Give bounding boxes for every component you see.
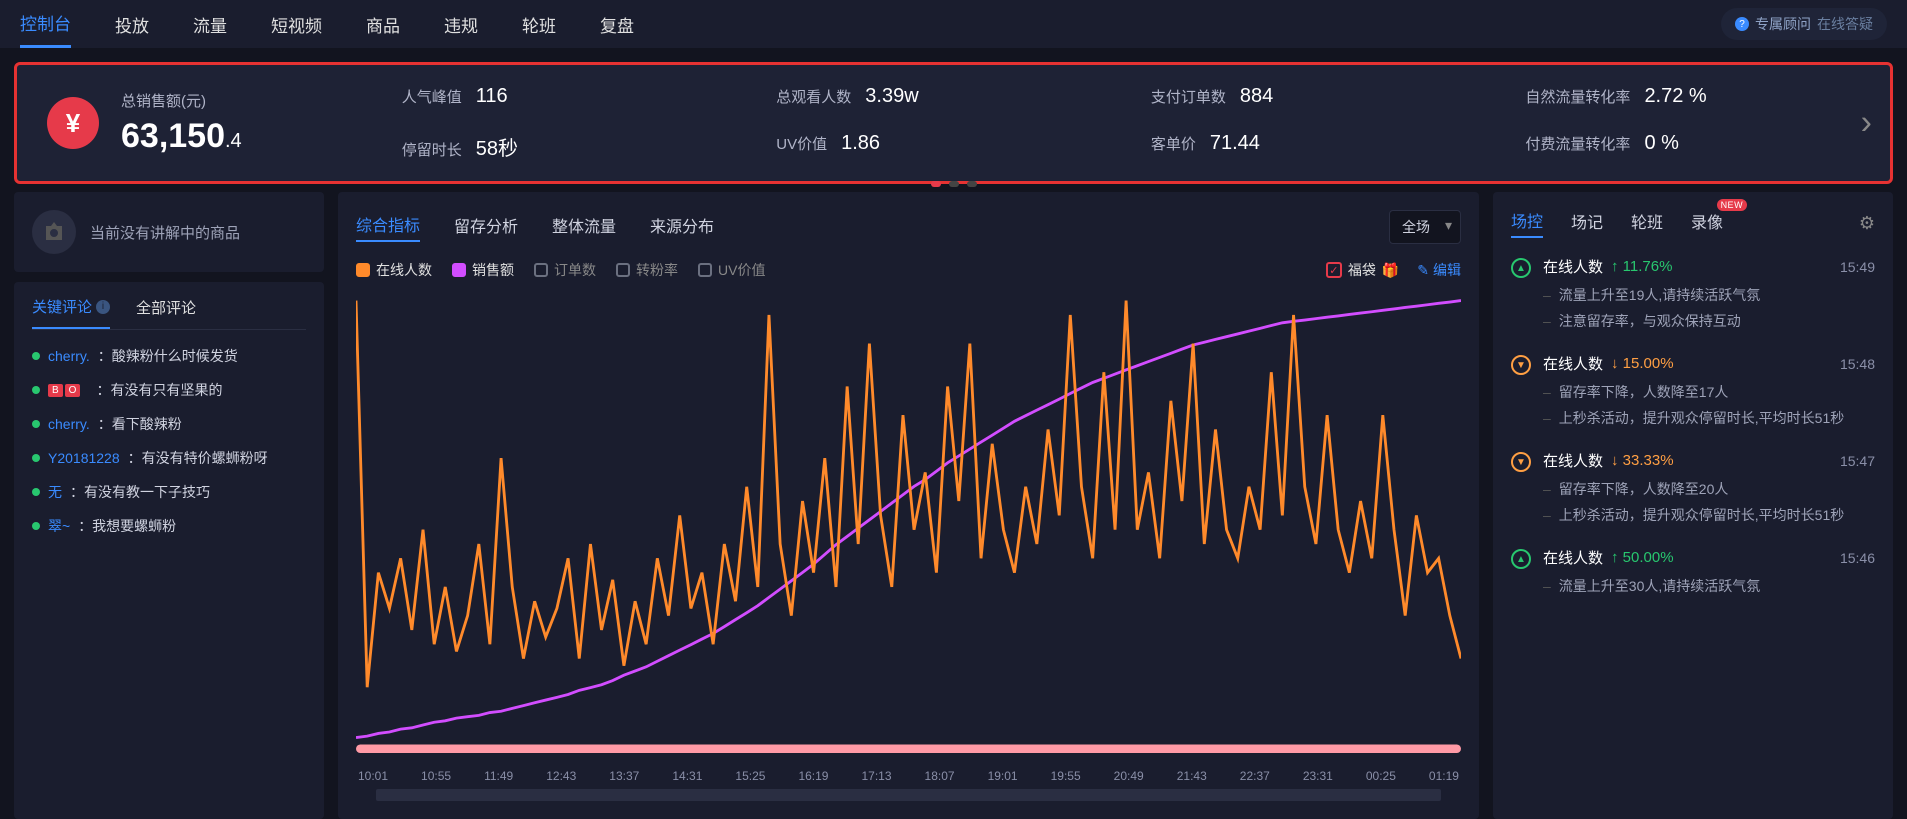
xtick: 20:49 bbox=[1114, 769, 1144, 783]
giftbag-icon: 🎁 bbox=[1382, 262, 1399, 279]
xtick: 21:43 bbox=[1177, 769, 1207, 783]
log-item: ▲在线人数↑ 50.00%15:46流量上升至30人,请持续活跃气氛 bbox=[1511, 547, 1875, 596]
comment-row: 翠~：我想要螺蛳粉 bbox=[32, 516, 306, 536]
log-tab-0[interactable]: 场控 bbox=[1511, 208, 1543, 238]
new-badge: NEW bbox=[1717, 199, 1748, 211]
nav-tab-7[interactable]: 复盘 bbox=[600, 2, 634, 47]
metric-2: 支付订单数884 bbox=[1151, 85, 1486, 114]
xtick: 01:19 bbox=[1429, 769, 1459, 783]
scope-select[interactable]: 全场 bbox=[1389, 210, 1461, 244]
legend-3[interactable]: 转粉率 bbox=[616, 260, 678, 280]
trend-up-icon: ▲ bbox=[1511, 549, 1531, 569]
advisor-sub: 在线答疑 bbox=[1817, 14, 1873, 34]
xtick: 16:19 bbox=[798, 769, 828, 783]
chart-tab-3[interactable]: 来源分布 bbox=[650, 213, 714, 241]
comment-row: 无：有没有教一下子技巧 bbox=[32, 482, 306, 502]
goods-placeholder-icon bbox=[32, 210, 76, 254]
nav-tab-0[interactable]: 控制台 bbox=[20, 0, 71, 48]
trend-down-icon: ▼ bbox=[1511, 452, 1531, 472]
log-tab-1[interactable]: 场记 bbox=[1571, 209, 1603, 237]
currency-icon: ¥ bbox=[47, 97, 99, 149]
chart-tab-1[interactable]: 留存分析 bbox=[454, 213, 518, 241]
xtick: 23:31 bbox=[1303, 769, 1333, 783]
chart-tab-0[interactable]: 综合指标 bbox=[356, 212, 420, 242]
gear-icon[interactable]: ⚙ bbox=[1859, 213, 1875, 234]
log-item: ▼在线人数↓ 33.33%15:47留存率下降，人数降至20人上秒杀活动，提升观… bbox=[1511, 450, 1875, 525]
comment-tab-0[interactable]: 关键评论i bbox=[32, 296, 110, 329]
xtick: 00:25 bbox=[1366, 769, 1396, 783]
pencil-icon: ✎ bbox=[1417, 262, 1429, 279]
xtick: 18:07 bbox=[925, 769, 955, 783]
xtick: 13:37 bbox=[609, 769, 639, 783]
info-icon: i bbox=[96, 300, 110, 314]
legend-4[interactable]: UV价值 bbox=[698, 260, 765, 280]
nav-tab-2[interactable]: 流量 bbox=[193, 2, 227, 47]
pager-dots bbox=[931, 181, 977, 187]
trend-down-icon: ▼ bbox=[1511, 355, 1531, 375]
legend-2[interactable]: 订单数 bbox=[534, 260, 596, 280]
metric-4: 停留时长58秒 bbox=[402, 132, 737, 161]
fudai-toggle[interactable]: ✓福袋🎁 bbox=[1326, 260, 1399, 280]
advisor-dot-icon: ? bbox=[1735, 17, 1749, 31]
edit-link[interactable]: ✎编辑 bbox=[1417, 260, 1461, 280]
nav-tab-6[interactable]: 轮班 bbox=[522, 2, 556, 47]
log-item: ▲在线人数↑ 11.76%15:49流量上升至19人,请持续活跃气氛注意留存率，… bbox=[1511, 256, 1875, 331]
xtick: 11:49 bbox=[484, 769, 513, 783]
chart-tab-2[interactable]: 整体流量 bbox=[552, 213, 616, 241]
xtick: 12:43 bbox=[546, 769, 576, 783]
xtick: 19:55 bbox=[1051, 769, 1081, 783]
log-item: ▼在线人数↓ 15.00%15:48留存率下降，人数降至17人上秒杀活动，提升观… bbox=[1511, 353, 1875, 428]
no-goods-text: 当前没有讲解中的商品 bbox=[90, 222, 240, 243]
chart-scrollbar[interactable] bbox=[376, 789, 1441, 801]
advisor-badge[interactable]: ? 专属顾问 在线答疑 bbox=[1721, 8, 1887, 40]
total-sales-label: 总销售额(元) bbox=[121, 90, 242, 111]
xtick: 22:37 bbox=[1240, 769, 1270, 783]
legend-0[interactable]: 在线人数 bbox=[356, 260, 432, 280]
trend-up-icon: ▲ bbox=[1511, 258, 1531, 278]
nav-tab-5[interactable]: 违规 bbox=[444, 2, 478, 47]
nav-tab-3[interactable]: 短视频 bbox=[271, 2, 322, 47]
xtick: 10:01 bbox=[358, 769, 388, 783]
comments-panel: 关键评论i 全部评论 cherry.：酸辣粉什么时候发货 BO ：有没有只有坚果的 c… bbox=[14, 282, 324, 819]
comment-row: Y20181228：有没有特价螺蛳粉呀 bbox=[32, 448, 306, 468]
legend-1[interactable]: 销售额 bbox=[452, 260, 514, 280]
metric-6: 客单价71.44 bbox=[1151, 132, 1486, 161]
current-goods-panel: 当前没有讲解中的商品 bbox=[14, 192, 324, 272]
metric-0: 人气峰值116 bbox=[402, 85, 737, 114]
xtick: 15:25 bbox=[735, 769, 765, 783]
xtick: 10:55 bbox=[421, 769, 451, 783]
log-panel: 场控场记轮班录像NEW ⚙ ▲在线人数↑ 11.76%15:49流量上升至19人,… bbox=[1493, 192, 1893, 819]
nav-tab-1[interactable]: 投放 bbox=[115, 2, 149, 47]
comment-tab-1[interactable]: 全部评论 bbox=[136, 296, 196, 329]
next-page-chevron-icon[interactable]: › bbox=[1861, 104, 1872, 143]
top-nav: 控制台投放流量短视频商品违规轮班复盘 ? 专属顾问 在线答疑 bbox=[0, 0, 1907, 48]
nav-tab-4[interactable]: 商品 bbox=[366, 2, 400, 47]
chart-area bbox=[356, 292, 1461, 765]
comment-row: BO ：有没有只有坚果的 bbox=[32, 380, 306, 400]
summary-panel: ¥ 总销售额(元) 63,150.4 人气峰值116 总观看人数3.39w 支付订单… bbox=[14, 62, 1893, 184]
xtick: 17:13 bbox=[861, 769, 891, 783]
xtick: 19:01 bbox=[988, 769, 1018, 783]
comment-row: cherry.：酸辣粉什么时候发货 bbox=[32, 346, 306, 366]
xtick: 14:31 bbox=[672, 769, 702, 783]
chart-panel: 综合指标 留存分析 整体流量 来源分布 全场 在线人数销售额订单数转粉率 UV价值 ✓福袋🎁… bbox=[338, 192, 1479, 819]
metric-7: 付费流量转化率0 % bbox=[1525, 132, 1860, 161]
log-tab-3[interactable]: 录像NEW bbox=[1691, 209, 1723, 237]
metric-5: UV价值1.86 bbox=[776, 132, 1111, 161]
metric-1: 总观看人数3.39w bbox=[776, 85, 1111, 114]
total-sales-value: 63,150.4 bbox=[121, 117, 242, 156]
advisor-label: 专属顾问 bbox=[1755, 14, 1811, 34]
log-tab-2[interactable]: 轮班 bbox=[1631, 209, 1663, 237]
metric-3: 自然流量转化率2.72 % bbox=[1525, 85, 1860, 114]
comment-row: cherry.：看下酸辣粉 bbox=[32, 414, 306, 434]
